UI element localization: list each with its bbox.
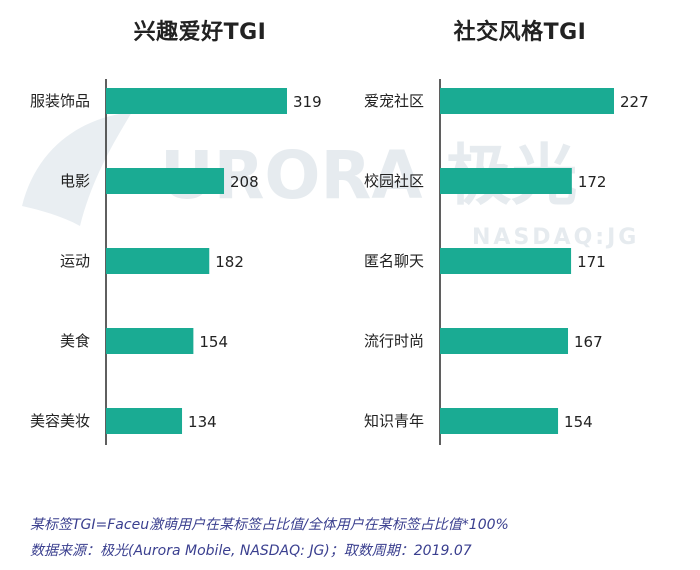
bar — [440, 248, 572, 274]
value-label: 171 — [577, 253, 606, 271]
category-label: 运动 — [60, 252, 90, 270]
bar — [440, 88, 614, 114]
bar — [106, 408, 183, 434]
value-label: 319 — [293, 93, 322, 111]
category-label: 匿名聊天 — [364, 252, 424, 270]
chart-title-interests: 兴趣爱好TGI — [133, 20, 267, 45]
category-label: 电影 — [60, 172, 90, 190]
value-label: 154 — [199, 333, 228, 351]
bar — [106, 88, 287, 114]
value-label: 154 — [564, 413, 593, 431]
bar — [106, 168, 225, 194]
bar — [440, 168, 572, 194]
category-label: 美容美妆 — [30, 412, 90, 430]
bar — [440, 328, 569, 354]
bar — [106, 328, 194, 354]
category-label: 美食 — [60, 332, 90, 350]
category-label: 爱宠社区 — [364, 92, 424, 110]
category-label: 知识青年 — [364, 412, 424, 430]
value-label: 134 — [188, 413, 217, 431]
footnote-source: 数据来源：极光(Aurora Mobile, NASDAQ: JG)；取数周期：… — [30, 543, 472, 559]
category-label: 校园社区 — [364, 172, 424, 190]
value-label: 227 — [620, 93, 649, 111]
footnote-formula: 某标签TGI=Faceu激萌用户在某标签占比值/全体用户在某标签占比值*100% — [30, 517, 509, 533]
category-label: 服装饰品 — [30, 92, 90, 110]
bar — [106, 248, 210, 274]
value-label: 208 — [230, 173, 259, 191]
value-label: 182 — [215, 253, 244, 271]
value-label: 167 — [574, 333, 603, 351]
chart-title-social: 社交风格TGI — [453, 20, 587, 45]
value-label: 172 — [578, 173, 607, 191]
bar — [440, 408, 559, 434]
category-label: 流行时尚 — [364, 332, 424, 350]
